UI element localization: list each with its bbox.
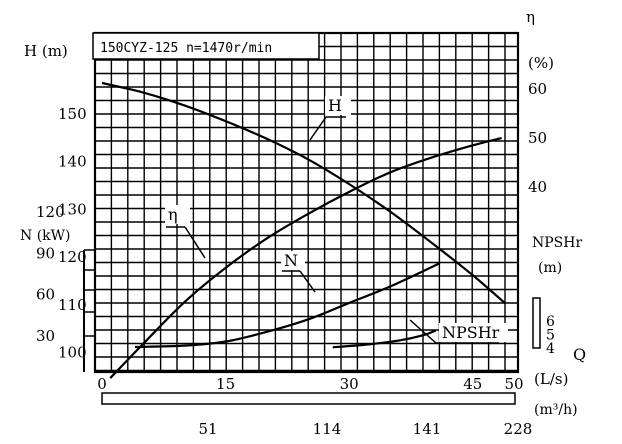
x-secondary-tick-label: 228 [504, 420, 533, 438]
n-curve-label-bg [281, 251, 305, 270]
h-tick-label: 110 [58, 296, 87, 314]
title-box [92, 32, 320, 60]
eta-tick-label: 40 [528, 178, 547, 196]
npshr-curve [332, 329, 437, 349]
x-secondary-unit: (m³/h) [534, 402, 578, 418]
h-axis-title: H (m) [24, 42, 68, 60]
x-axis-title: Q [573, 345, 586, 364]
x-tick-label: 50 [504, 375, 523, 393]
h-tick-label: 140 [58, 153, 87, 171]
chart-title: 150CYZ-125 n=1470r/min [100, 41, 272, 56]
npshr-curve-label-bg [439, 323, 508, 342]
npshr-curve-label-leader [409, 319, 437, 344]
eta-curve-label-leader [184, 226, 206, 259]
npshr-tick-label: 6 [546, 314, 555, 330]
x-axis-unit: (L/s) [534, 370, 568, 388]
h-tick-label: 130 [58, 200, 87, 218]
h-tick-label: 150 [58, 105, 87, 123]
h-curve-label-leader [309, 116, 327, 141]
npshr-tick-label: 5 [546, 328, 555, 344]
secondary-scale-bar [101, 392, 516, 405]
eta-curve-label: η [168, 205, 178, 224]
npshr-curve-label: NPSHr [442, 323, 500, 342]
x-tick-label: 45 [463, 375, 482, 393]
n-tick-label: 30 [36, 327, 55, 345]
eta-curve-label-bg [165, 205, 190, 224]
curves [101, 81, 507, 379]
n-tick-label: 60 [36, 286, 55, 304]
eta-tick-label: 50 [528, 129, 547, 147]
n-tick-label: 90 [36, 244, 55, 262]
n-tick-label: 120 [36, 203, 65, 221]
h-curve [101, 81, 507, 305]
h-curve-label-bg [325, 96, 351, 115]
eta-axis-unit: (%) [528, 54, 554, 72]
eta-curve [109, 136, 502, 379]
npshr-scale-box [532, 297, 541, 349]
x-secondary-tick-label: 51 [198, 420, 217, 438]
eta-axis-title: η [526, 8, 535, 26]
n-axis-title: N (kW) [20, 228, 71, 244]
n-curve-label-leader [299, 270, 316, 293]
eta-tick-label: 60 [528, 80, 547, 98]
x-tick-label: 0 [97, 375, 107, 393]
npshr-axis-title: NPSHr [532, 235, 582, 251]
npshr-axis-unit: (m) [538, 260, 562, 276]
h-curve-label: H [328, 96, 342, 115]
h-tick-label: 120 [58, 248, 87, 266]
x-tick-label: 30 [340, 375, 359, 393]
npshr-tick-label: 4 [546, 341, 555, 357]
x-secondary-tick-label: 114 [313, 420, 342, 438]
curve-labels: Hη N NPSHr [165, 96, 508, 344]
x-secondary-tick-label: 141 [413, 420, 442, 438]
grid [94, 32, 518, 372]
x-tick-label: 15 [216, 375, 235, 393]
n-curve [134, 261, 441, 349]
h-tick-label: 100 [58, 344, 87, 362]
n-curve-label: N [284, 251, 298, 270]
